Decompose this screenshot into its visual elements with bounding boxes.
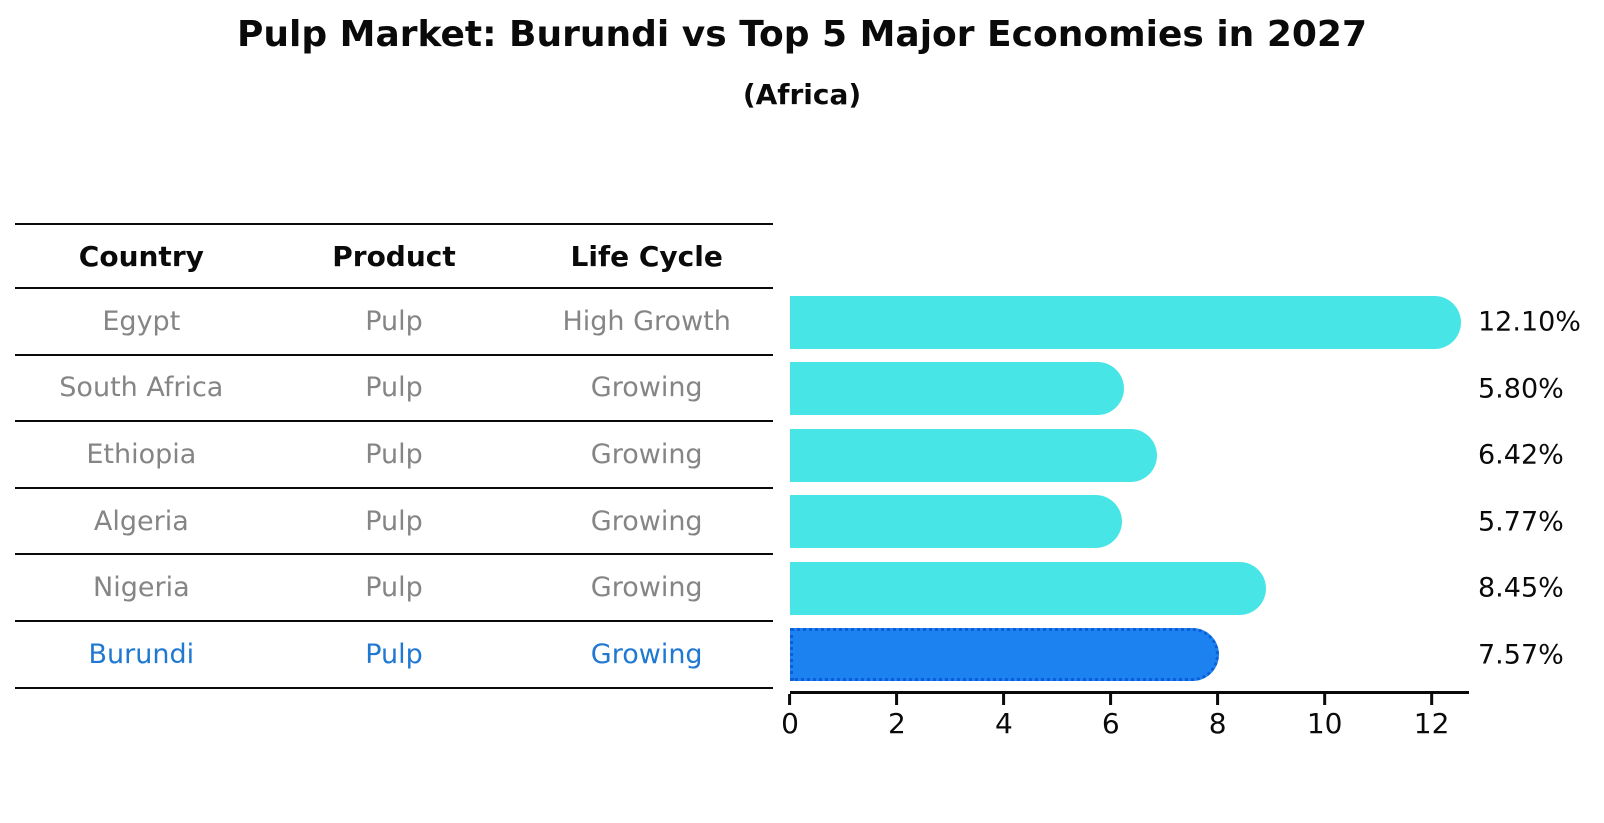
- table-cell-product: Pulp: [365, 372, 423, 404]
- table-cell-country: Ethiopia: [86, 438, 197, 470]
- table-cell-lifecycle: High Growth: [562, 305, 731, 337]
- bar-fill: [790, 428, 1158, 482]
- table-header-lifecycle: Life Cycle: [570, 239, 723, 273]
- bar-row: 7.57%: [790, 622, 1564, 689]
- table-cell-product: Pulp: [365, 638, 423, 670]
- x-tick: 10: [1306, 694, 1343, 740]
- chart-subtitle: (Africa): [742, 78, 862, 111]
- x-tick-label: 0: [781, 707, 799, 740]
- table-cell-product: Pulp: [365, 505, 423, 537]
- table-cell-lifecycle: Growing: [590, 438, 703, 470]
- table-row: Nigeria Pulp Growing: [15, 555, 773, 622]
- x-tick: 6: [1102, 694, 1120, 738]
- x-axis-ticks: 0 2 4 6 8 10 12: [781, 694, 1469, 750]
- table-row: Ethiopia Pulp Growing: [15, 422, 773, 489]
- x-tick-label: 6: [1101, 707, 1120, 740]
- table-cell-lifecycle: Growing: [590, 372, 703, 404]
- table-cell-lifecycle: Growing: [590, 505, 703, 537]
- table-cell-country: Egypt: [102, 305, 181, 337]
- x-tick-label: 2: [888, 707, 906, 740]
- country-table: Country Product Life Cycle Egypt Pulp Hi…: [15, 223, 773, 689]
- table-header-row: Country Product Life Cycle: [15, 223, 773, 289]
- table-cell-lifecycle: Growing: [590, 638, 703, 670]
- table-cell-country: Algeria: [93, 505, 189, 537]
- x-tick: 8: [1209, 694, 1227, 738]
- chart-title: Pulp Market: Burundi vs Top 5 Major Econ…: [236, 14, 1368, 55]
- x-tick: 2: [888, 694, 906, 738]
- bar-fill: [790, 362, 1125, 416]
- table-cell-country: South Africa: [59, 372, 224, 404]
- bar-chart: 12.10% 5.80% 6.42% 5.77% 8.45% 7.57%: [790, 289, 1581, 689]
- x-tick-mark: [1109, 694, 1113, 705]
- table-row: Algeria Pulp Growing: [15, 489, 773, 556]
- bar-fill: [790, 295, 1461, 349]
- table-header-country: Country: [78, 239, 204, 273]
- table-cell-product: Pulp: [365, 572, 423, 604]
- bar-value-label: 6.42%: [1478, 439, 1564, 471]
- bar-fill: [790, 561, 1266, 615]
- table-cell-country: Burundi: [88, 638, 195, 670]
- x-tick: 0: [781, 694, 799, 738]
- x-tick-label: 8: [1208, 707, 1227, 740]
- x-tick-mark: [1216, 694, 1220, 705]
- bar-row: 12.10%: [790, 289, 1581, 356]
- bar-row: 5.77%: [790, 489, 1564, 556]
- bar-value-label: 12.10%: [1478, 306, 1581, 338]
- bar-row: 6.42%: [790, 422, 1564, 489]
- bar-value-label: 7.57%: [1478, 639, 1564, 671]
- bar-row: 5.80%: [790, 356, 1564, 423]
- x-tick-label: 10: [1306, 707, 1343, 740]
- bar-value-label: 8.45%: [1478, 572, 1564, 604]
- bar-fill: [790, 495, 1123, 549]
- bar-value-label: 5.80%: [1478, 373, 1564, 405]
- x-tick: 4: [995, 694, 1013, 738]
- x-tick-label: 4: [994, 707, 1013, 740]
- table-cell-country: Nigeria: [93, 572, 190, 604]
- table-cell-product: Pulp: [365, 305, 423, 337]
- bar-row: 8.45%: [790, 555, 1564, 622]
- table-row: Burundi Pulp Growing: [15, 622, 773, 689]
- table-cell-product: Pulp: [365, 438, 423, 470]
- x-tick-mark: [1002, 694, 1006, 705]
- table-cell-lifecycle: Growing: [590, 572, 703, 604]
- bar-fill: [790, 628, 1219, 682]
- table-header-product: Product: [332, 239, 456, 273]
- table-row: Egypt Pulp High Growth: [15, 289, 773, 356]
- x-axis-line: [790, 691, 1469, 694]
- x-tick-mark: [1430, 694, 1434, 705]
- x-tick: 12: [1413, 694, 1450, 740]
- table-row: South Africa Pulp Growing: [15, 356, 773, 423]
- x-tick-label: 12: [1413, 707, 1450, 740]
- x-tick-mark: [1323, 694, 1327, 705]
- x-tick-mark: [895, 694, 899, 705]
- x-tick-mark: [788, 694, 792, 705]
- bar-value-label: 5.77%: [1478, 506, 1564, 538]
